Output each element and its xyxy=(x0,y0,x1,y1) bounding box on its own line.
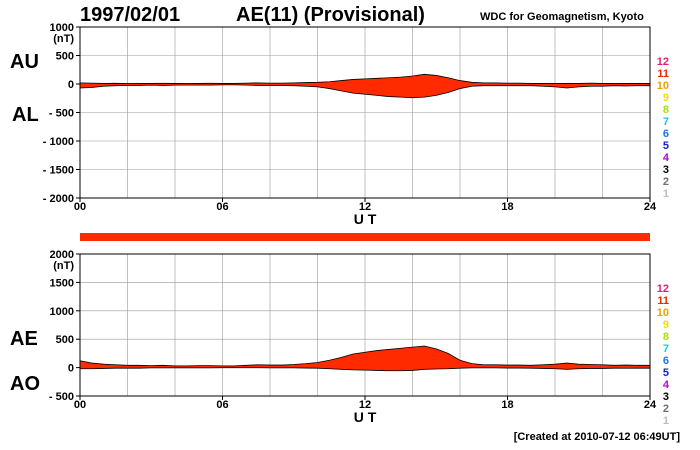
organization-label: WDC for Geomagnetism, Kyoto xyxy=(480,11,644,23)
station-legend-entry: 5 xyxy=(663,367,669,379)
station-legend-entry: 6 xyxy=(663,355,669,367)
au-series-label: AU xyxy=(10,51,39,73)
station-legend-entry: 2 xyxy=(663,403,669,415)
y-tick-label: 1500 xyxy=(50,277,74,289)
x-tick-label: 00 xyxy=(74,201,86,213)
station-legend-entry: 10 xyxy=(657,80,669,92)
y-tick-label: - 500 xyxy=(49,391,74,403)
station-legend-entry: 8 xyxy=(663,331,669,343)
station-legend-entry: 10 xyxy=(657,307,669,319)
station-legend-entry: 2 xyxy=(663,176,669,188)
station-legend-entry: 3 xyxy=(663,164,669,176)
ae-series-label: AE xyxy=(10,328,38,350)
ao-series-label: AO xyxy=(10,373,40,395)
x-tick-label: 24 xyxy=(644,201,657,213)
x-tick-label: 00 xyxy=(74,399,86,411)
y-tick-label: - 1000 xyxy=(43,136,74,148)
station-legend-entry: 4 xyxy=(663,379,670,391)
station-legend-entry: 5 xyxy=(663,140,669,152)
envelope-fill xyxy=(80,74,650,98)
al-series-line xyxy=(79,84,650,99)
y-tick-label: - 1500 xyxy=(43,165,74,177)
station-legend-entry: 7 xyxy=(663,343,669,355)
y-tick-label: - 500 xyxy=(49,108,74,120)
x-tick-label: 24 xyxy=(644,399,657,411)
station-legend-entry: 11 xyxy=(657,295,669,307)
station-color-bar xyxy=(80,233,650,241)
ae-series-line xyxy=(79,345,650,367)
chart-title: AE(11) (Provisional) xyxy=(236,4,425,26)
station-legend-entry: 8 xyxy=(663,104,669,116)
x-tick-label: 06 xyxy=(216,399,228,411)
station-legend-entry: 1 xyxy=(663,188,669,200)
x-tick-label: 18 xyxy=(501,399,513,411)
station-legend-entry: 11 xyxy=(657,68,669,80)
x-tick-label: 06 xyxy=(216,201,228,213)
x-axis-label: U T xyxy=(354,409,377,425)
y-axis-unit: (nT) xyxy=(53,33,74,45)
y-tick-label: 500 xyxy=(56,334,74,346)
station-legend-entry: 3 xyxy=(663,391,669,403)
chart-date: 1997/02/01 xyxy=(80,4,181,26)
y-tick-label: 0 xyxy=(68,79,74,91)
y-tick-label: 1000 xyxy=(50,22,74,34)
station-legend-entry: 1 xyxy=(663,415,669,427)
y-tick-label: - 2000 xyxy=(43,193,74,205)
ao-series-line xyxy=(80,367,650,372)
y-tick-label: 1000 xyxy=(50,306,74,318)
created-timestamp: [Created at 2010-07-12 06:49UT] xyxy=(513,431,680,443)
al-series-label: AL xyxy=(12,104,39,126)
au-series-line xyxy=(79,73,650,84)
y-tick-label: 0 xyxy=(68,363,74,375)
y-tick-label: 500 xyxy=(56,51,74,63)
station-legend-entry: 7 xyxy=(663,116,669,128)
station-legend-entry: 9 xyxy=(663,92,669,104)
station-legend-entry: 4 xyxy=(663,152,670,164)
x-tick-label: 12 xyxy=(359,201,371,213)
station-legend-entry: 12 xyxy=(657,283,669,295)
data-layer xyxy=(79,73,650,372)
y-axis-unit: (nT) xyxy=(53,260,74,272)
x-axis-label: U T xyxy=(354,211,377,227)
x-tick-label: 12 xyxy=(359,399,371,411)
station-legend-entry: 12 xyxy=(657,56,669,68)
station-legend-entry: 9 xyxy=(663,319,669,331)
station-legend-entry: 6 xyxy=(663,128,669,140)
y-tick-label: 2000 xyxy=(50,249,74,261)
envelope-fill xyxy=(80,346,650,371)
x-tick-label: 18 xyxy=(501,201,513,213)
